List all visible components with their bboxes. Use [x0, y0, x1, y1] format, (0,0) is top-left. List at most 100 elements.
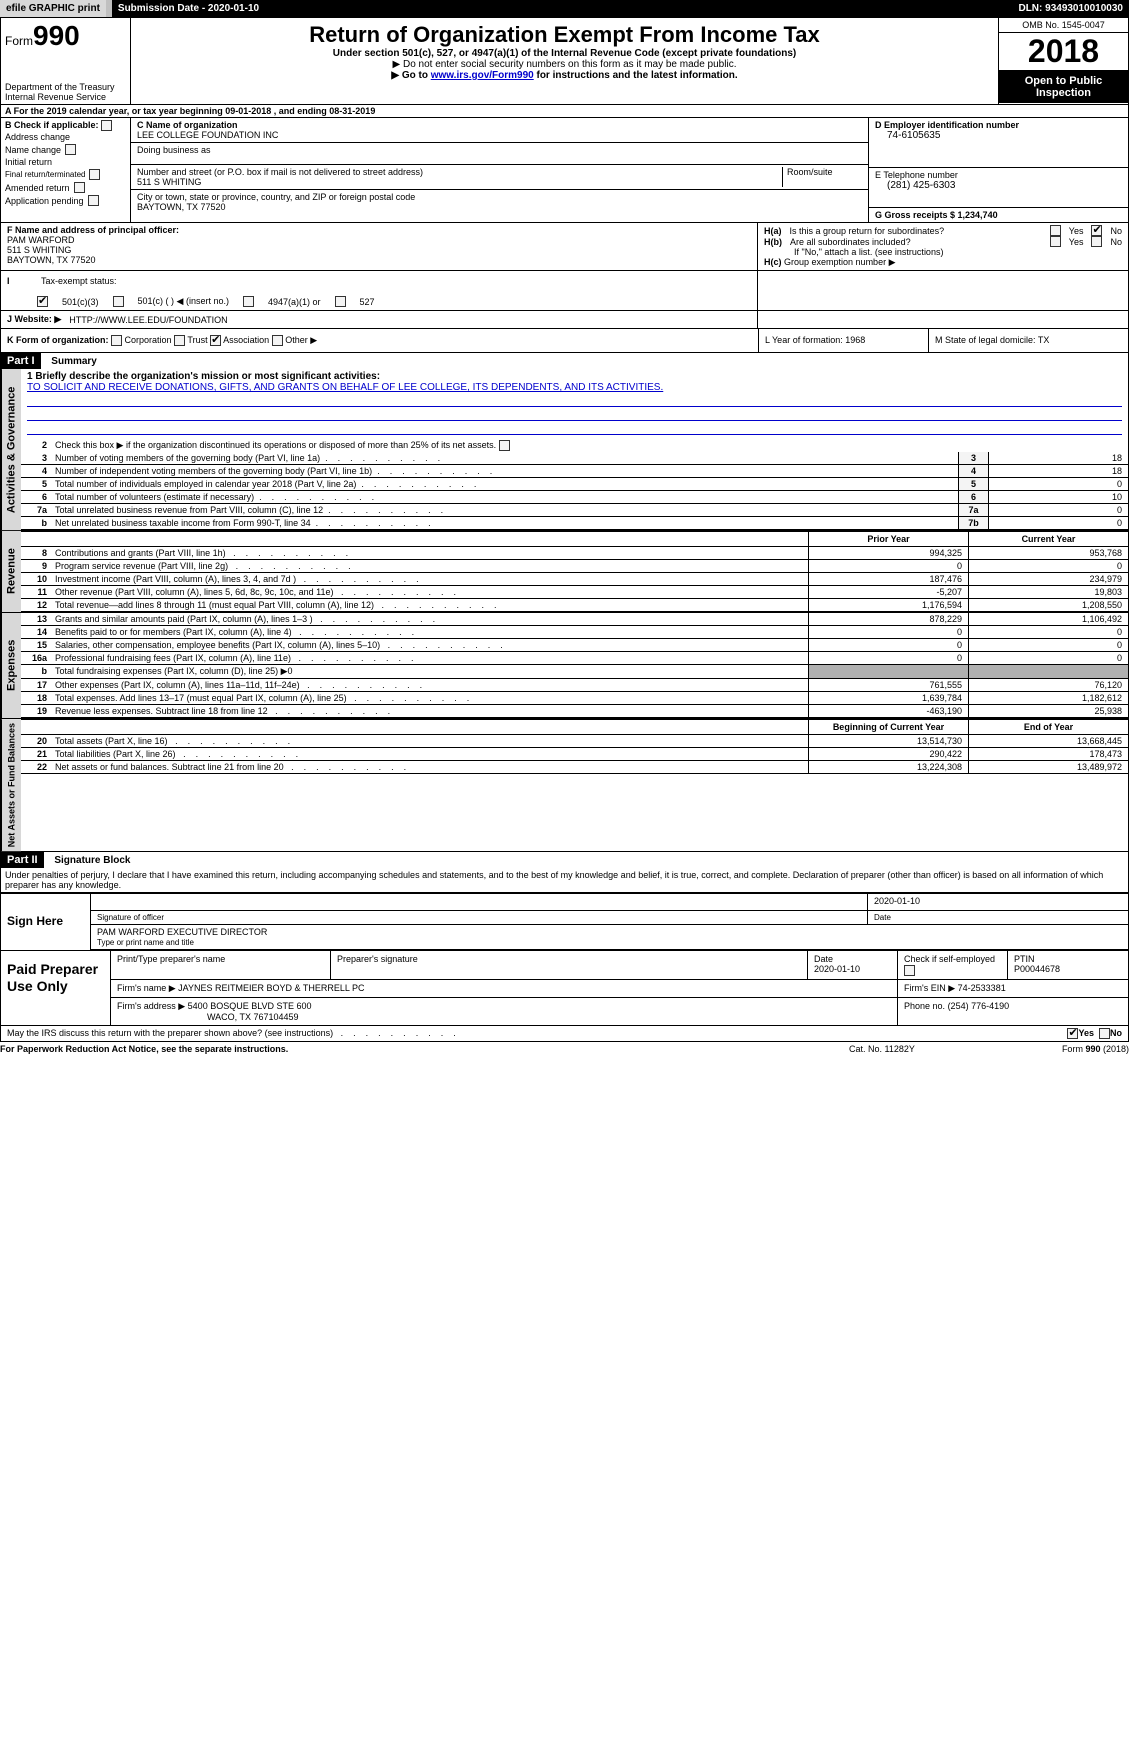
line2-text: Check this box ▶ if the organization dis…	[51, 439, 1128, 452]
row-text: Contributions and grants (Part VIII, lin…	[51, 547, 808, 559]
street-cell: Number and street (or P.O. box if mail i…	[131, 165, 868, 190]
form-number: Form990	[5, 20, 126, 52]
chk-assoc[interactable]	[210, 335, 221, 346]
row-text: Total revenue—add lines 8 through 11 (mu…	[51, 599, 808, 611]
row-num: 8	[21, 547, 51, 559]
irs-link[interactable]: www.irs.gov/Form990	[431, 70, 534, 81]
row-num: 15	[21, 639, 51, 651]
hc-label: H(c)	[764, 257, 782, 267]
ptin-value: P00044678	[1014, 964, 1060, 974]
row-num: 6	[21, 491, 51, 503]
fin-row: 18 Total expenses. Add lines 13–17 (must…	[21, 692, 1128, 705]
row-text: Number of voting members of the governin…	[51, 452, 958, 464]
goto-suffix: for instructions and the latest informat…	[534, 70, 738, 81]
prior-year-val: 187,476	[808, 573, 968, 585]
chk-line2[interactable]	[499, 440, 510, 451]
chk-self-employed[interactable]	[904, 965, 915, 976]
header-left: Form990 Department of the Treasury Inter…	[1, 18, 131, 104]
chk-final[interactable]	[89, 169, 100, 180]
opt-assoc: Association	[223, 335, 269, 345]
chk-501c[interactable]	[113, 296, 124, 307]
row-num: b	[21, 517, 51, 529]
col-b-label: B Check if applicable:	[5, 120, 126, 131]
firm-name-label: Firm's name ▶	[117, 983, 176, 993]
fin-row: 8 Contributions and grants (Part VIII, l…	[21, 547, 1128, 560]
no-2: No	[1110, 237, 1122, 247]
chk-ha-no[interactable]	[1091, 225, 1102, 236]
gov-row: b Net unrelated business taxable income …	[21, 517, 1128, 530]
row-text: Total unrelated business revenue from Pa…	[51, 504, 958, 516]
ein-label: D Employer identification number	[875, 120, 1019, 130]
header-center: Return of Organization Exempt From Incom…	[131, 18, 998, 104]
chk-527[interactable]	[335, 296, 346, 307]
row-k-org-form: K Form of organization: Corporation Trus…	[1, 329, 1128, 353]
sig-date-label: Date	[868, 911, 1128, 924]
officer-addr2: BAYTOWN, TX 77520	[7, 255, 96, 265]
chk-hb-no[interactable]	[1091, 236, 1102, 247]
row-text: Net unrelated business taxable income fr…	[51, 517, 958, 529]
officer-name: PAM WARFORD	[7, 235, 75, 245]
chk-trust[interactable]	[174, 335, 185, 346]
city-value: BAYTOWN, TX 77520	[137, 202, 226, 212]
firm-ein: 74-2533381	[958, 983, 1006, 993]
form-subtitle: Under section 501(c), 527, or 4947(a)(1)…	[135, 48, 994, 59]
chk-hb-yes[interactable]	[1050, 236, 1061, 247]
paid-header-row: Print/Type preparer's name Preparer's si…	[111, 951, 1128, 979]
j-label: J Website: ▶	[7, 314, 61, 325]
row-num: b	[21, 665, 51, 678]
pending-label: Application pending	[5, 196, 84, 206]
revenue-header: Prior Year Current Year	[21, 531, 1128, 547]
fin-row: b Total fundraising expenses (Part IX, c…	[21, 665, 1128, 679]
gov-row: 3 Number of voting members of the govern…	[21, 452, 1128, 465]
opt-501c3: 501(c)(3)	[62, 297, 99, 307]
chk-applicable[interactable]	[101, 120, 112, 131]
firm-ein-label: Firm's EIN ▶	[904, 983, 955, 993]
chk-corp[interactable]	[111, 335, 122, 346]
chk-ha-yes[interactable]	[1050, 225, 1061, 236]
row-box: 5	[958, 478, 988, 490]
row-box: 7b	[958, 517, 988, 529]
row-num: 21	[21, 748, 51, 760]
mission-line3	[27, 423, 1122, 435]
m-domicile: M State of legal domicile: TX	[928, 329, 1128, 352]
chk-pending[interactable]	[88, 195, 99, 206]
row-i-tax-status: ITax-exempt status:	[7, 274, 117, 288]
form-footer: Form 990 (2018)	[989, 1044, 1129, 1054]
chk-501c3[interactable]	[37, 296, 48, 307]
identity-block: B Check if applicable: Address change Na…	[1, 118, 1128, 223]
prior-year-header: Prior Year	[808, 532, 968, 546]
prior-year-val: 0	[808, 652, 968, 664]
address-change-label: Address change	[5, 132, 70, 142]
current-year-header: Current Year	[968, 532, 1128, 546]
chk-other[interactable]	[272, 335, 283, 346]
ha-text: Is this a group return for subordinates?	[790, 226, 1042, 236]
fin-row: 21 Total liabilities (Part X, line 26) 2…	[21, 748, 1128, 761]
opt-trust: Trust	[187, 335, 207, 345]
col-c-org-info: C Name of organization LEE COLLEGE FOUND…	[131, 118, 868, 222]
current-year-val: 953,768	[968, 547, 1128, 559]
efile-label: efile GRAPHIC print	[0, 0, 106, 17]
row-text: Salaries, other compensation, employee b…	[51, 639, 808, 651]
fin-row: 9 Program service revenue (Part VIII, li…	[21, 560, 1128, 573]
row-num: 4	[21, 465, 51, 477]
row-value: 18	[988, 465, 1128, 477]
chk-name-change[interactable]	[65, 144, 76, 155]
row-text: Professional fundraising fees (Part IX, …	[51, 652, 808, 664]
amended-label: Amended return	[5, 183, 70, 193]
chk-discuss-yes[interactable]	[1067, 1028, 1078, 1039]
street-value: 511 S WHITING	[137, 177, 201, 187]
net-header: Beginning of Current Year End of Year	[21, 719, 1128, 735]
part-i-head-row: Part I Summary	[1, 353, 1128, 369]
fin-row: 10 Investment income (Part VIII, column …	[21, 573, 1128, 586]
part-i-badge: Part I	[1, 353, 41, 369]
initial-return-label: Initial return	[5, 157, 52, 167]
current-year-val: 0	[968, 626, 1128, 638]
row-text: Total fundraising expenses (Part IX, col…	[51, 665, 808, 678]
chk-4947[interactable]	[243, 296, 254, 307]
ptin-label: PTIN	[1014, 954, 1035, 964]
revenue-block: Revenue Prior Year Current Year 8 Contri…	[1, 531, 1128, 613]
fin-row: 22 Net assets or fund balances. Subtract…	[21, 761, 1128, 774]
street-label: Number and street (or P.O. box if mail i…	[137, 167, 423, 177]
chk-discuss-no[interactable]	[1099, 1028, 1110, 1039]
chk-amended[interactable]	[74, 182, 85, 193]
